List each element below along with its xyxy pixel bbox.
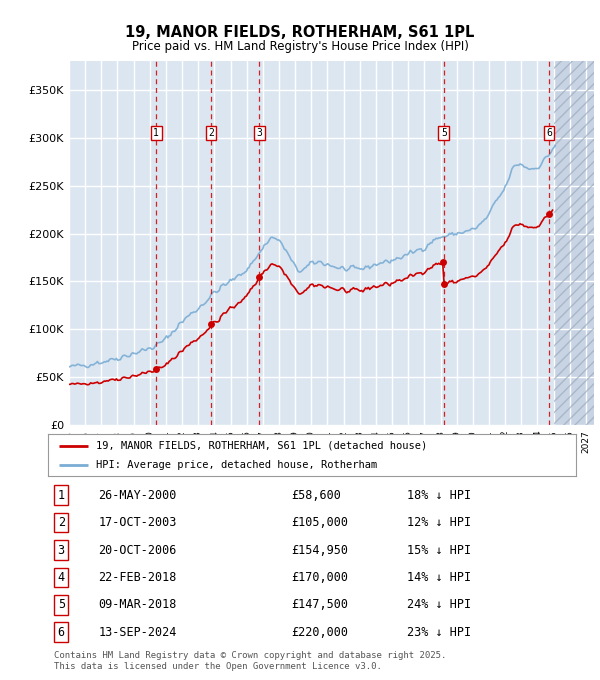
Text: 1: 1 [58, 489, 65, 502]
Text: 24% ↓ HPI: 24% ↓ HPI [407, 598, 471, 611]
Text: 2: 2 [208, 128, 214, 138]
Text: 2: 2 [58, 516, 65, 529]
Text: £147,500: £147,500 [291, 598, 348, 611]
Text: 4: 4 [58, 571, 65, 584]
Text: 26-MAY-2000: 26-MAY-2000 [98, 489, 176, 502]
Text: 14% ↓ HPI: 14% ↓ HPI [407, 571, 471, 584]
Text: 17-OCT-2003: 17-OCT-2003 [98, 516, 176, 529]
Text: 12% ↓ HPI: 12% ↓ HPI [407, 516, 471, 529]
Text: 3: 3 [257, 128, 262, 138]
Text: Price paid vs. HM Land Registry's House Price Index (HPI): Price paid vs. HM Land Registry's House … [131, 39, 469, 53]
Text: 6: 6 [546, 128, 552, 138]
Text: 5: 5 [441, 128, 447, 138]
Text: 5: 5 [58, 598, 65, 611]
Text: 19, MANOR FIELDS, ROTHERHAM, S61 1PL: 19, MANOR FIELDS, ROTHERHAM, S61 1PL [125, 25, 475, 40]
Text: £170,000: £170,000 [291, 571, 348, 584]
Text: 23% ↓ HPI: 23% ↓ HPI [407, 626, 471, 639]
Text: £58,600: £58,600 [291, 489, 341, 502]
Text: £154,950: £154,950 [291, 543, 348, 556]
Text: 6: 6 [58, 626, 65, 639]
Text: £220,000: £220,000 [291, 626, 348, 639]
Text: 18% ↓ HPI: 18% ↓ HPI [407, 489, 471, 502]
Text: 3: 3 [58, 543, 65, 556]
Text: HPI: Average price, detached house, Rotherham: HPI: Average price, detached house, Roth… [95, 460, 377, 470]
Text: 13-SEP-2024: 13-SEP-2024 [98, 626, 176, 639]
Text: 19, MANOR FIELDS, ROTHERHAM, S61 1PL (detached house): 19, MANOR FIELDS, ROTHERHAM, S61 1PL (de… [95, 441, 427, 451]
Text: 1: 1 [153, 128, 159, 138]
Text: 22-FEB-2018: 22-FEB-2018 [98, 571, 176, 584]
Text: 15% ↓ HPI: 15% ↓ HPI [407, 543, 471, 556]
Text: Contains HM Land Registry data © Crown copyright and database right 2025.
This d: Contains HM Land Registry data © Crown c… [54, 651, 446, 671]
Text: 09-MAR-2018: 09-MAR-2018 [98, 598, 176, 611]
Bar [554, 61, 594, 425]
Bar [554, 61, 594, 425]
Text: 20-OCT-2006: 20-OCT-2006 [98, 543, 176, 556]
Text: £105,000: £105,000 [291, 516, 348, 529]
